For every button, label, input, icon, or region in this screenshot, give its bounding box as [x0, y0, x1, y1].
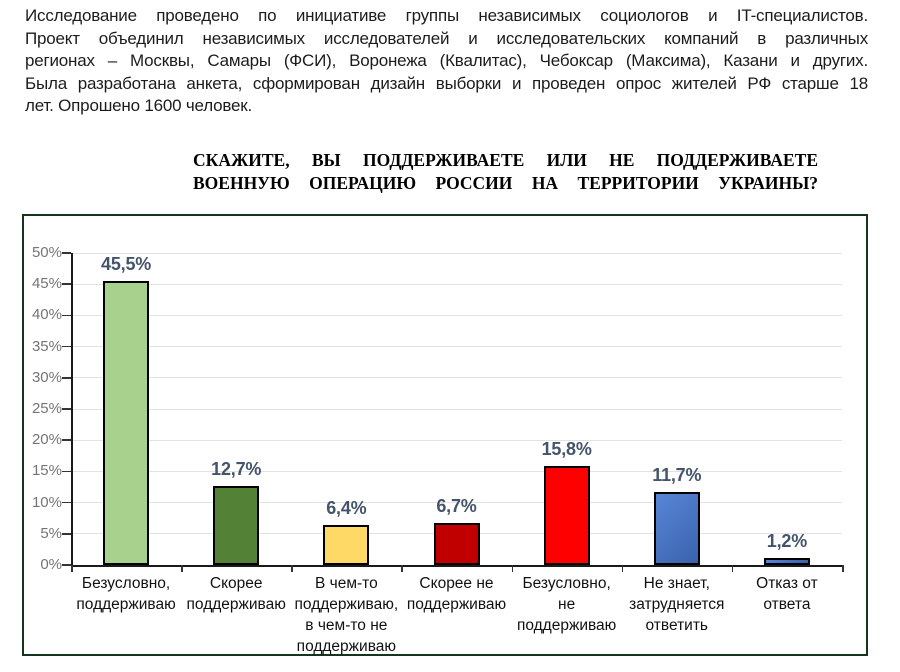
bar	[213, 485, 260, 565]
x-axis-tick	[511, 565, 514, 572]
x-axis-tick	[71, 565, 73, 572]
y-axis-tick	[62, 439, 71, 441]
survey-question-title: СКАЖИТЕ, ВЫ ПОДДЕРЖИВАЕТЕ ИЛИ НЕ ПОДДЕРЖ…	[193, 149, 818, 195]
bar-value-label: 6,4%	[326, 498, 367, 519]
category-label: Отказ от ответа	[756, 575, 818, 613]
bar	[653, 491, 700, 565]
gridline	[71, 283, 842, 285]
plot-area: 0% 5% 10% 15% 20% 25% 30% 35% 40% 45% 50% 45,5% Безу…	[24, 216, 866, 655]
gridline	[71, 346, 842, 348]
bar	[763, 557, 810, 565]
y-axis-tick-label: 30%	[31, 368, 62, 386]
y-axis-tick-label: 0%	[40, 556, 62, 573]
category-label: Безусловно, не поддерживаю	[516, 575, 617, 634]
y-axis-tick	[62, 533, 71, 535]
x-axis-tick	[181, 565, 183, 572]
y-axis-tick	[62, 252, 71, 254]
gridline	[71, 314, 842, 316]
x-axis-tick	[621, 565, 624, 572]
bar-chart: 0% 5% 10% 15% 20% 25% 30% 35% 40% 45% 50% 45,5% Безу…	[22, 214, 868, 656]
bar	[433, 523, 480, 565]
bar-value-label: 1,2%	[766, 530, 808, 551]
y-axis-tick-label: 50%	[31, 244, 62, 261]
text-line: СКАЖИТЕ, ВЫ ПОДДЕРЖИВАЕТЕ ИЛИ НЕ ПОДДЕРЖ…	[193, 150, 818, 170]
text-line: Была разработана анкета, сформирован диз…	[25, 73, 868, 93]
y-axis-tick	[62, 314, 71, 317]
x-axis-tick	[731, 565, 734, 572]
category-label: Скорее не поддерживаю	[406, 575, 507, 613]
bar	[103, 281, 150, 565]
y-axis-tick-label: 15%	[31, 462, 62, 480]
y-axis-tick-label: 45%	[31, 275, 62, 293]
y-axis-tick	[62, 501, 71, 504]
bar-value-label: 6,7%	[436, 496, 477, 517]
category-label: Скорее поддерживаю	[186, 575, 286, 613]
gridline	[71, 470, 842, 472]
x-axis-tick	[842, 565, 844, 572]
x-axis-tick	[291, 565, 293, 572]
y-axis-line	[71, 253, 73, 567]
text-line: регионах – Москвы, Самары (ФСИ), Воронеж…	[25, 51, 868, 71]
gridline	[71, 439, 842, 441]
x-axis-line	[71, 565, 844, 567]
y-axis-tick	[62, 345, 71, 348]
bar	[323, 525, 370, 565]
gridline	[71, 377, 842, 379]
y-axis-tick	[62, 408, 71, 410]
gridline	[71, 252, 842, 254]
text-line: Исследование проведено по инициативе гру…	[25, 6, 868, 25]
category-label: Безусловно, поддерживаю	[76, 575, 176, 613]
bar	[543, 466, 590, 565]
y-axis-tick-label: 35%	[31, 337, 62, 355]
y-axis-tick	[62, 283, 71, 285]
bar-value-label: 15,8%	[541, 439, 592, 460]
intro-paragraph: Исследование проведено по инициативе гру…	[25, 5, 868, 118]
text-line: лет. Опрошено 1600 человек.	[25, 96, 253, 116]
y-axis-tick	[62, 377, 71, 379]
bar-value-label: 12,7%	[211, 458, 262, 479]
category-label: Не знает, затрудняется ответить	[629, 575, 725, 634]
bar-value-label: 11,7%	[652, 464, 702, 485]
y-axis-tick-label: 20%	[31, 431, 62, 449]
text-line: ВОЕННУЮ ОПЕРАЦИЮ РОССИИ НА ТЕРРИТОРИИ УК…	[193, 173, 818, 193]
y-axis-tick-label: 10%	[31, 493, 62, 511]
y-axis-tick-label: 25%	[31, 400, 62, 417]
category-label: В чем-то поддерживаю, в чем-то не поддер…	[294, 575, 399, 655]
y-axis-tick	[62, 564, 71, 566]
y-axis-tick-label: 5%	[40, 524, 62, 542]
text-line: Проект объединил независимых исследовате…	[25, 28, 868, 48]
x-axis-tick	[401, 565, 403, 572]
y-axis-tick-label: 40%	[31, 306, 62, 324]
gridline	[71, 408, 842, 410]
bar-value-label: 45,5%	[101, 254, 152, 275]
y-axis-tick	[62, 470, 71, 473]
gridline	[71, 502, 842, 504]
